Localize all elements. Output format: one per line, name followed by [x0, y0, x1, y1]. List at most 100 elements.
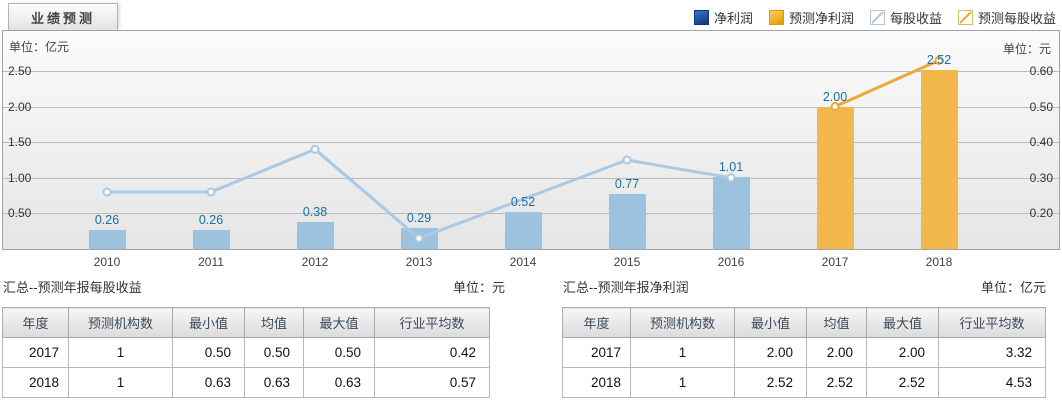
net-profit-forecast-table: 年度 预测机构数 最小值 均值 最大值 行业平均数 2017 1 2.00 2.00 2.00 3.3…: [562, 307, 1046, 398]
column-header: 预测机构数: [630, 307, 735, 338]
bar-预测净利润[interactable]: [817, 106, 854, 249]
line-每股收益: [105, 147, 733, 240]
gridline: [3, 71, 1059, 72]
right-axis-unit: 单位：元: [1002, 42, 1051, 56]
data-point-预测每股收益[interactable]: [934, 55, 944, 65]
bar-value-label: 2.52: [926, 52, 952, 67]
eps-forecast-table-block: 汇总--预测年报每股收益 单位：元 年度 预测机构数 最小值 均值 最大值 行业平均数 20…: [2, 272, 507, 398]
tab-label: 业绩预测: [30, 10, 95, 26]
table-cell: 2018: [562, 367, 631, 398]
table-cell: 1: [630, 367, 735, 398]
data-point-每股收益[interactable]: [622, 155, 632, 165]
legend-label: 预测每股收益: [977, 11, 1056, 26]
left-axis-tick: 2.50: [8, 64, 32, 78]
right-axis-tick: 0.20: [1029, 206, 1053, 221]
column-header: 最大值: [303, 307, 375, 338]
table-cell: 2.00: [806, 337, 867, 368]
bar-value-label: 0.26: [94, 213, 120, 228]
legend-label: 预测净利润: [788, 11, 854, 26]
bar-value-label: 0.29: [406, 211, 432, 226]
legend-item[interactable]: 每股收益: [869, 8, 942, 27]
left-axis-tick: 1.00: [8, 170, 32, 185]
table-cell: 1: [630, 337, 735, 368]
data-point-每股收益[interactable]: [310, 144, 320, 154]
bar-净利润[interactable]: [713, 177, 750, 249]
table-cell: 0.63: [172, 367, 245, 398]
left-axis-unit: 单位：亿元: [9, 40, 70, 54]
data-point-预测每股收益[interactable]: [830, 102, 840, 112]
x-axis-label: 2017: [821, 255, 849, 269]
bar-value-label: 0.77: [614, 177, 640, 192]
column-header: 行业平均数: [938, 307, 1046, 338]
table-title: 汇总--预测年报每股收益: [3, 279, 142, 295]
forecast-eps-swatch-icon: [957, 10, 973, 25]
data-point-每股收益[interactable]: [414, 233, 424, 243]
column-header: 行业平均数: [374, 307, 490, 338]
data-point-每股收益[interactable]: [206, 187, 216, 197]
bar-净利润[interactable]: [297, 221, 334, 249]
column-header: 均值: [806, 307, 867, 338]
column-header: 最小值: [172, 307, 245, 338]
column-header: 均值: [244, 307, 304, 338]
bar-value-label: 0.52: [510, 194, 536, 209]
bar-净利润[interactable]: [609, 194, 646, 249]
eps-swatch-icon: [869, 10, 885, 25]
x-axis-label: 2010: [93, 255, 121, 269]
bar-value-label: 0.26: [198, 213, 224, 228]
data-point-每股收益[interactable]: [726, 173, 736, 183]
column-header: 年度: [2, 307, 69, 338]
table-cell: 0.50: [244, 337, 304, 368]
right-axis-tick: 0.60: [1029, 64, 1053, 78]
bar-净利润[interactable]: [193, 230, 230, 249]
table-cell: 2017: [2, 337, 69, 368]
gridline: [3, 106, 1059, 108]
x-axis-label: 2013: [405, 255, 433, 269]
bar-value-label: 1.01: [718, 160, 744, 175]
net-profit-swatch-icon: [693, 10, 709, 25]
net-profit-forecast-table-block: 汇总--预测年报净利润 单位：亿元 年度 预测机构数 最小值 均值 最大值 行业平均数 20…: [562, 272, 1048, 398]
table-row: 2018 1 0.63 0.63 0.63 0.57: [2, 367, 490, 398]
table-cell: 0.63: [303, 367, 375, 398]
table-cell: 1: [68, 337, 173, 368]
table-row: 2018 1 2.52 2.52 2.52 4.53: [562, 367, 1046, 398]
tab-performance-forecast[interactable]: 业绩预测: [8, 3, 118, 30]
bar-value-label: 0.38: [302, 204, 328, 219]
gridline: [3, 142, 1059, 144]
table-row: 2017 1 0.50 0.50 0.50 0.42: [2, 337, 490, 368]
table-cell: 0.57: [374, 367, 490, 398]
data-point-每股收益[interactable]: [102, 187, 112, 197]
table-cell: 2.52: [866, 367, 939, 398]
table-cell: 2.52: [734, 367, 807, 398]
table-cell: 0.42: [374, 337, 490, 368]
table-title: 汇总--预测年报净利润: [563, 279, 689, 295]
bar-净利润[interactable]: [89, 230, 126, 249]
table-cell: 0.50: [303, 337, 375, 368]
table-unit: 单位：元: [452, 279, 505, 295]
legend-label: 净利润: [713, 11, 753, 26]
left-axis-tick: 2.00: [8, 99, 32, 114]
table-cell: 0.63: [244, 367, 304, 398]
legend-label: 每股收益: [889, 11, 942, 26]
table-cell: 4.53: [938, 367, 1046, 398]
legend-item[interactable]: 净利润: [693, 8, 753, 27]
x-axis-labels: 2010 2011 2012 2013 2014 2015 2016 2017 2018: [3, 255, 1059, 271]
table-cell: 2.00: [866, 337, 939, 368]
bar-预测净利润[interactable]: [921, 69, 958, 249]
column-header: 最小值: [734, 307, 807, 338]
gridline: [3, 177, 1059, 179]
line-预测每股收益: [833, 58, 941, 109]
table-cell: 2.52: [806, 367, 867, 398]
line-series-layer: [102, 55, 944, 243]
table-cell: 0.50: [172, 337, 245, 368]
table-cell: 3.32: [938, 337, 1046, 368]
table-cell: 2018: [2, 367, 69, 398]
eps-forecast-table: 年度 预测机构数 最小值 均值 最大值 行业平均数 2017 1 0.50 0.50 0.50 0.4…: [2, 307, 490, 398]
legend-item[interactable]: 预测每股收益: [957, 8, 1056, 27]
right-axis-tick: 0.50: [1029, 99, 1053, 114]
legend-item[interactable]: 预测净利润: [768, 8, 854, 27]
x-axis-label: 2015: [613, 255, 641, 269]
x-axis-label: 2012: [301, 255, 329, 269]
bar-value-label: 2.00: [822, 89, 848, 104]
bar-净利润[interactable]: [505, 211, 542, 249]
